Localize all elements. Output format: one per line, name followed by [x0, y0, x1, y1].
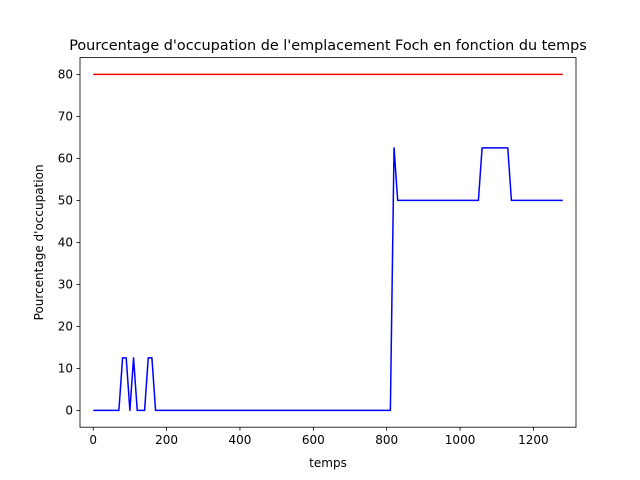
y-axis-label: Pourcentage d'occupation	[32, 164, 46, 320]
y-tick-label: 60	[58, 152, 73, 166]
y-tick-label: 20	[58, 320, 73, 334]
x-tick-label: 200	[155, 433, 178, 447]
x-tick-label: 1200	[518, 433, 549, 447]
y-tick-label: 10	[58, 362, 73, 376]
x-axis-label: temps	[309, 456, 347, 470]
y-tick-label: 50	[58, 194, 73, 208]
y-axis: 0 10 20 30 40 50 60 70 80	[58, 68, 80, 418]
y-tick-label: 40	[58, 236, 73, 250]
y-tick-label: 70	[58, 110, 73, 124]
chart-title: Pourcentage d'occupation de l'emplacemen…	[69, 38, 587, 54]
x-tick-label: 0	[89, 433, 97, 447]
series-line-2	[93, 147, 563, 412]
x-tick-label: 1000	[445, 433, 476, 447]
y-tick-label: 30	[58, 278, 73, 292]
y-tick-label: 80	[58, 68, 73, 82]
x-tick-label: 800	[375, 433, 398, 447]
x-tick-label: 400	[228, 433, 251, 447]
x-tick-label: 600	[302, 433, 325, 447]
x-axis: 0 200 400 600 800 1000 1200	[89, 427, 549, 447]
plot-area	[93, 73, 563, 412]
y-tick-label: 0	[65, 404, 73, 418]
